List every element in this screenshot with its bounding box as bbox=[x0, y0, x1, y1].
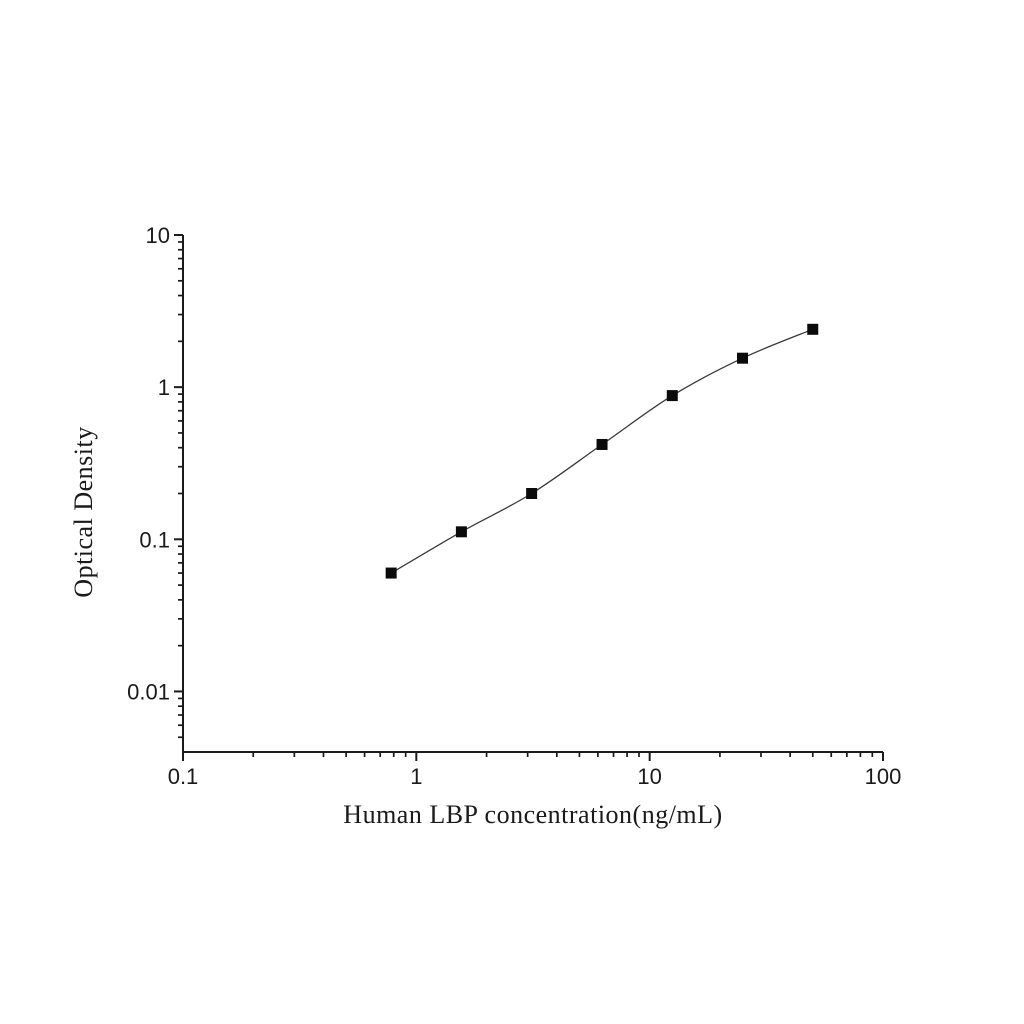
data-point-marker bbox=[666, 390, 678, 402]
y-tick-label: 10 bbox=[146, 223, 170, 248]
data-point-marker bbox=[737, 352, 749, 364]
data-point-marker bbox=[455, 526, 467, 538]
data-point-marker bbox=[807, 323, 819, 335]
x-axis-title: Human LBP concentration(ng/mL) bbox=[343, 800, 723, 829]
x-tick-label: 100 bbox=[865, 764, 902, 789]
x-tick-label: 10 bbox=[637, 764, 661, 789]
y-tick-label: 1 bbox=[158, 375, 170, 400]
series-line bbox=[390, 328, 814, 574]
y-axis-title: Optical Density bbox=[69, 426, 98, 598]
y-tick-label: 0.1 bbox=[139, 527, 170, 552]
data-point-marker bbox=[596, 438, 608, 450]
y-tick-label: 0.01 bbox=[127, 679, 170, 704]
data-point-marker bbox=[385, 567, 397, 579]
x-tick-label: 1 bbox=[410, 764, 422, 789]
data-point-marker bbox=[526, 488, 538, 499]
x-tick-label: 0.1 bbox=[168, 764, 199, 789]
